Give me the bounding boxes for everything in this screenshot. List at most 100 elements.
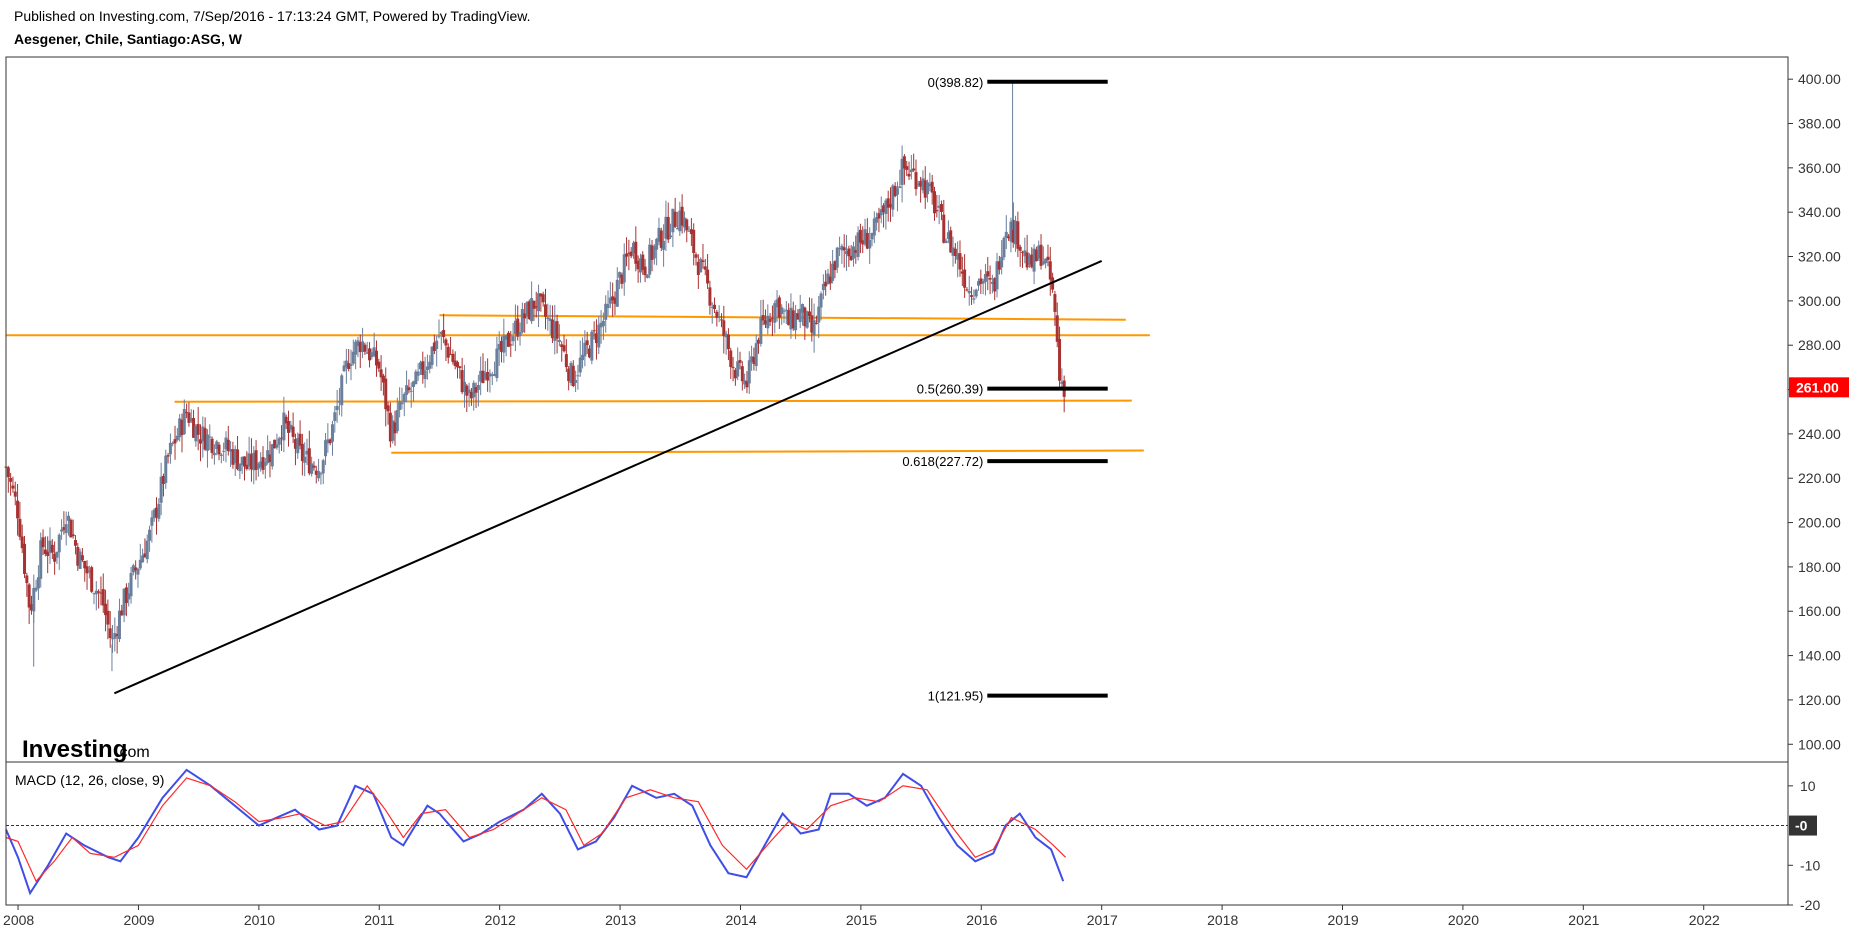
candle-body — [724, 333, 728, 338]
candle — [585, 331, 589, 355]
candle — [581, 337, 585, 369]
candle-body — [669, 235, 673, 238]
candle — [588, 345, 592, 359]
candle — [393, 410, 397, 446]
candle — [838, 236, 842, 257]
candle-body — [937, 205, 941, 208]
price-panel[interactable]: 0(398.82) 0.5(260.39) 0.618(227.72) 1(121.9… — [4, 75, 1150, 704]
candle — [314, 465, 318, 484]
candle — [152, 508, 156, 522]
candle — [801, 303, 805, 326]
candle-body — [956, 253, 960, 260]
candle-body — [1060, 381, 1064, 384]
candle-body — [370, 352, 374, 357]
support-line[interactable] — [439, 314, 1126, 321]
trend-line[interactable] — [113, 260, 1103, 695]
candle-body — [539, 293, 543, 297]
candle-body — [275, 444, 279, 448]
candle — [421, 351, 425, 384]
candle — [386, 402, 390, 425]
candle — [252, 446, 256, 485]
candle-body — [828, 276, 832, 284]
candle-body — [365, 352, 369, 354]
candle-body — [877, 213, 881, 219]
candle-body — [148, 529, 152, 541]
candle — [196, 407, 200, 451]
candle — [824, 270, 828, 296]
candle-body — [469, 391, 473, 399]
candle — [812, 303, 816, 353]
candle-body — [495, 348, 499, 378]
candle — [414, 369, 418, 385]
candle-body — [256, 463, 260, 469]
candle-body — [900, 158, 904, 185]
candle — [530, 281, 534, 324]
candle-body — [199, 439, 203, 444]
candle — [145, 534, 149, 564]
candle-body — [208, 436, 212, 438]
candle — [1030, 247, 1034, 269]
candle — [6, 465, 10, 493]
support-line[interactable] — [391, 449, 1144, 454]
candle — [296, 432, 300, 459]
candle-body — [314, 470, 318, 475]
candle — [222, 442, 226, 461]
macd-series-signal[interactable] — [5, 777, 1067, 883]
candle — [312, 461, 316, 471]
candle — [166, 452, 170, 464]
candle-body — [215, 441, 219, 449]
candle-body — [493, 373, 497, 376]
candle — [73, 535, 77, 555]
candle — [856, 226, 860, 261]
candle-body — [439, 331, 443, 335]
candle — [777, 295, 781, 329]
candle — [805, 310, 809, 329]
candle — [333, 406, 337, 433]
candle — [828, 261, 832, 291]
candle-body — [1044, 258, 1048, 264]
candle-body — [567, 368, 571, 382]
candle-body — [731, 366, 735, 368]
candle-body — [775, 299, 779, 308]
candle — [879, 196, 883, 224]
candle-body — [398, 401, 402, 410]
candle — [305, 438, 309, 466]
candle-body — [224, 437, 228, 450]
x-tick-label: 2017 — [1087, 912, 1118, 928]
candle-body — [629, 251, 633, 257]
candle-body — [347, 363, 351, 370]
candle — [669, 223, 673, 240]
logo-main-text: Investing — [22, 736, 127, 763]
candle — [453, 351, 457, 370]
candle-body — [810, 315, 814, 333]
candle-body — [201, 426, 205, 442]
candle — [953, 243, 957, 264]
candle — [64, 511, 68, 546]
candle — [956, 241, 960, 278]
candle-body — [662, 240, 666, 250]
candle — [370, 348, 374, 360]
candle — [122, 588, 126, 623]
candle — [469, 387, 473, 406]
candle-body — [467, 389, 471, 393]
candle-body — [1000, 256, 1004, 268]
investing-logo: Investing .com — [22, 736, 150, 763]
macd-series-macd[interactable] — [5, 768, 1065, 896]
candle — [106, 599, 110, 640]
candle-body — [615, 279, 619, 307]
candle-body — [166, 455, 170, 457]
candle-body — [71, 534, 75, 537]
candle-body — [768, 318, 772, 322]
macd-panel[interactable]: MACD (12, 26, close, 9) — [5, 768, 1788, 896]
y-tick-label: 180.00 — [1798, 559, 1841, 575]
support-line[interactable] — [174, 399, 1132, 403]
candle — [692, 223, 696, 266]
candle-body — [145, 540, 149, 560]
candle — [807, 297, 811, 323]
candle — [506, 330, 510, 348]
candle — [967, 275, 971, 306]
candle-body — [83, 560, 87, 569]
candle — [983, 263, 987, 296]
candle — [284, 414, 288, 430]
